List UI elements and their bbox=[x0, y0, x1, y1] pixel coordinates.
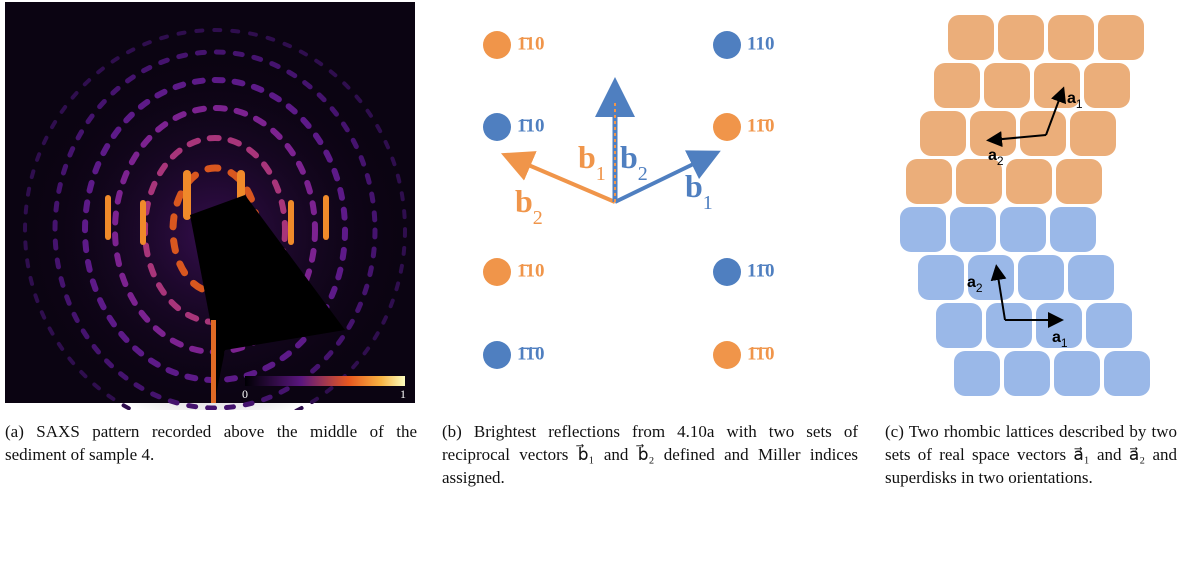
superdisk bbox=[900, 207, 946, 252]
superdisk bbox=[1048, 15, 1094, 60]
vector-label: b1 bbox=[578, 139, 606, 185]
saxs-image: 0 1 bbox=[5, 2, 415, 410]
superdisk bbox=[936, 303, 982, 348]
vector-label: b2 bbox=[515, 183, 543, 229]
caption: (b) Brightest reflections from 4.10a wit… bbox=[442, 420, 858, 489]
superdisk bbox=[1018, 255, 1064, 300]
superdisk bbox=[998, 15, 1044, 60]
reflection bbox=[483, 258, 511, 286]
superdisk bbox=[950, 207, 996, 252]
superdisk bbox=[1054, 351, 1100, 396]
vector-symbol: a bbox=[988, 147, 997, 164]
reflection bbox=[713, 113, 741, 141]
vector-symbol: b bbox=[620, 139, 638, 175]
miller-index: 1̄1̄0 bbox=[747, 343, 774, 364]
vector-symbol: b bbox=[685, 168, 703, 204]
reflection bbox=[713, 31, 741, 59]
miller-index: 1̄1̄0 bbox=[517, 343, 544, 364]
vector-symbol: b bbox=[578, 139, 596, 175]
superdisk bbox=[934, 63, 980, 108]
caption: (c) Two rhombic lattices described by tw… bbox=[885, 420, 1177, 489]
miller-index: 11̄0 bbox=[747, 260, 774, 281]
miller-index: 1̄10 bbox=[517, 115, 544, 136]
colorbar bbox=[245, 376, 405, 386]
colorbar-label: 0 bbox=[242, 387, 248, 401]
vector-subscript: 1 bbox=[1061, 336, 1068, 350]
vector-label: b2 bbox=[620, 139, 648, 185]
superdisk bbox=[1050, 207, 1096, 252]
superdisk bbox=[1086, 303, 1132, 348]
vector-subscript: 2 bbox=[976, 281, 983, 295]
miller-index: 1̄10 bbox=[517, 260, 544, 281]
vector-label: b1 bbox=[685, 168, 713, 214]
vector-subscript: 2 bbox=[997, 154, 1004, 168]
superdisk bbox=[984, 63, 1030, 108]
miller-index: 110 bbox=[747, 33, 774, 54]
reflection bbox=[713, 341, 741, 369]
vector-symbol: a bbox=[1067, 90, 1076, 107]
superdisk bbox=[986, 303, 1032, 348]
reflection bbox=[483, 31, 511, 59]
superdisk bbox=[1006, 159, 1052, 204]
superdisk bbox=[906, 159, 952, 204]
colorbar-label: 1 bbox=[400, 387, 406, 401]
superdisk bbox=[1020, 111, 1066, 156]
superdisk bbox=[1084, 63, 1130, 108]
reflection bbox=[483, 113, 511, 141]
reflection bbox=[483, 341, 511, 369]
superdisk bbox=[954, 351, 1000, 396]
superdisk bbox=[920, 111, 966, 156]
page: {"panel_a": {"colorbar_labels": ["0", "1… bbox=[0, 0, 1183, 565]
superdisk bbox=[918, 255, 964, 300]
superdisk bbox=[1070, 111, 1116, 156]
miller-index: 11̄0 bbox=[747, 115, 774, 136]
vector-symbol: a bbox=[1052, 329, 1061, 346]
superdisk bbox=[1056, 159, 1102, 204]
superdisk bbox=[956, 159, 1002, 204]
superdisk bbox=[1004, 351, 1050, 396]
superdisk bbox=[1104, 351, 1150, 396]
vector-subscript: 2 bbox=[638, 163, 648, 185]
vector-subscript: 1 bbox=[703, 192, 713, 214]
caption: (a) SAXS pattern recorded above the midd… bbox=[5, 420, 417, 466]
miller-index: 1̄10 bbox=[517, 33, 544, 54]
vector-symbol: a bbox=[967, 274, 976, 291]
vector-subscript: 1 bbox=[1076, 97, 1083, 111]
vector-subscript: 1 bbox=[596, 163, 606, 185]
superdisk bbox=[1098, 15, 1144, 60]
vector-subscript: 2 bbox=[533, 207, 543, 229]
vector-symbol: b bbox=[515, 183, 533, 219]
reflection bbox=[713, 258, 741, 286]
superdisk bbox=[1068, 255, 1114, 300]
superdisk bbox=[1000, 207, 1046, 252]
superdisk bbox=[948, 15, 994, 60]
